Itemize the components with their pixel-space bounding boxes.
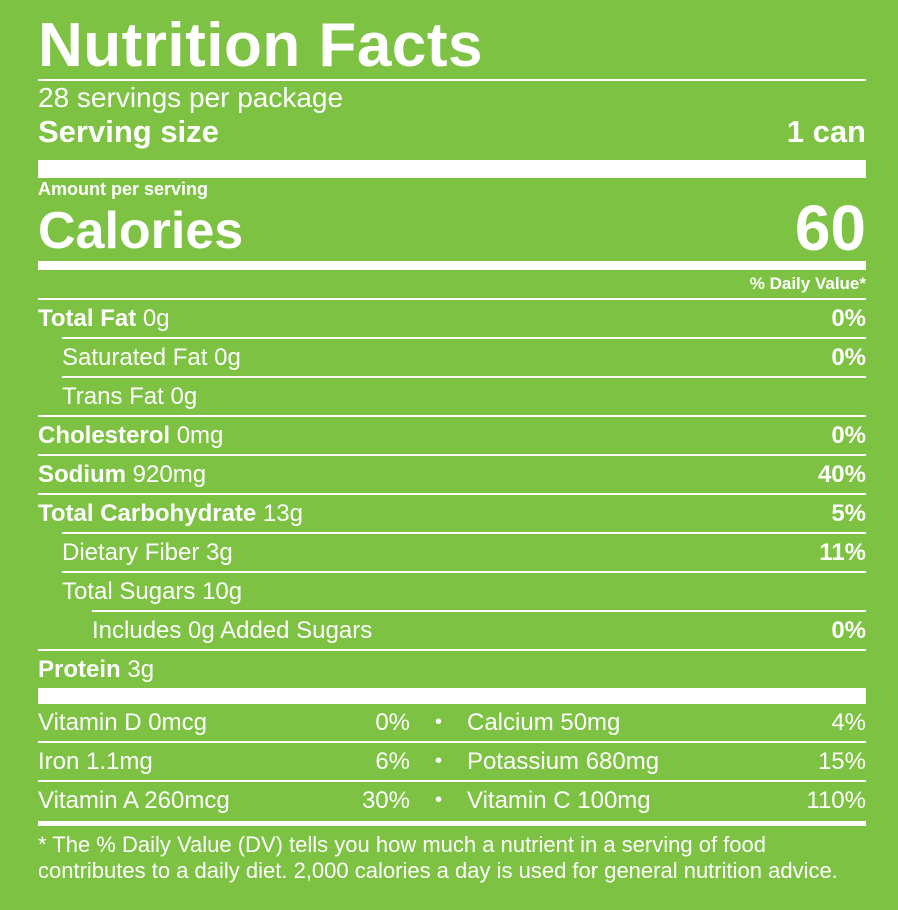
nutrient-dv: 11% xyxy=(819,538,866,566)
bullet-separator: • xyxy=(434,789,442,811)
nutrient-dv: 0% xyxy=(831,343,866,371)
vitamin-row: Vitamin A 260mcg 30% • Vitamin C 100mg 110… xyxy=(38,782,866,819)
nutrient-row-total-sugars: Total Sugars 10g xyxy=(62,571,866,610)
nutrient-row-trans-fat: Trans Fat 0g xyxy=(62,376,866,415)
calories-row: Calories 60 xyxy=(38,192,866,264)
vitamin-label: Calcium 50mg xyxy=(467,708,621,736)
vitamin-row: Vitamin D 0mcg 0% • Calcium 50mg 4% xyxy=(38,704,866,743)
nutrient-row-saturated-fat: Saturated Fat 0g 0% xyxy=(62,337,866,376)
nutrient-name: Total Carbohydrate xyxy=(38,499,257,527)
vitamin-label: Iron 1.1mg xyxy=(38,747,153,775)
nutrient-dv: 40% xyxy=(817,460,866,488)
serving-size-value: 1 can xyxy=(786,114,866,149)
nutrient-name: Sodium xyxy=(38,460,126,488)
nutrient-dv: 0% xyxy=(831,421,866,449)
vitamin-label: Vitamin A 260mcg xyxy=(38,786,230,814)
vitamin-dv: 0% xyxy=(375,708,410,736)
nutrient-amount: 3g xyxy=(206,538,233,566)
nutrient-name: Total Sugars xyxy=(62,577,196,605)
medium-divider xyxy=(38,261,866,270)
label-title: Nutrition Facts xyxy=(38,11,483,80)
vitamin-dv: 15% xyxy=(817,747,866,775)
calories-label: Calories xyxy=(38,202,244,260)
vitamin-dv: 6% xyxy=(375,747,410,775)
nutrient-row-total-fat: Total Fat 0g 0% xyxy=(38,298,866,337)
nutrient-amount: 0mg xyxy=(176,421,224,449)
vitamins-section: Vitamin D 0mcg 0% • Calcium 50mg 4% Iron 1… xyxy=(38,704,866,819)
nutrient-name: Trans Fat xyxy=(62,382,164,410)
vitamin-label: Vitamin D 0mcg xyxy=(38,708,207,736)
vitamin-label: Potassium 680mg xyxy=(467,747,660,775)
nutrient-row-dietary-fiber: Dietary Fiber 3g 11% xyxy=(62,532,866,571)
daily-value-header: % Daily Value* xyxy=(749,274,866,293)
nutrient-dv: 0% xyxy=(831,304,866,332)
nutrient-row-sodium: Sodium 920mg 40% xyxy=(38,454,866,493)
nutrient-row-cholesterol: Cholesterol 0mg 0% xyxy=(38,415,866,454)
nutrient-name: Saturated Fat xyxy=(62,343,208,371)
nutrient-dv: 5% xyxy=(831,499,866,527)
bullet-separator: • xyxy=(434,750,442,772)
nutrient-name: Dietary Fiber xyxy=(62,538,200,566)
nutrient-amount: 920mg xyxy=(132,460,207,488)
nutrient-dv: 0% xyxy=(831,616,866,644)
vitamin-row: Iron 1.1mg 6% • Potassium 680mg 15% xyxy=(38,743,866,782)
nutrient-amount: 3g xyxy=(127,655,155,683)
thick-divider xyxy=(38,160,866,178)
vitamin-label: Vitamin C 100mg xyxy=(467,786,651,814)
nutrient-amount: 0g xyxy=(214,343,241,371)
serving-size-row: Serving size 1 can xyxy=(38,114,866,150)
nutrient-row-added-sugars: Includes 0g Added Sugars 0% xyxy=(92,610,866,649)
footnote-divider xyxy=(38,821,866,826)
nutrient-name: Total Fat xyxy=(38,304,137,332)
divider xyxy=(38,79,866,81)
footnote: * The % Daily Value (DV) tells you how m… xyxy=(38,832,838,883)
vitamin-dv: 30% xyxy=(361,786,410,814)
nutrient-amount: 13g xyxy=(262,499,303,527)
nutrient-name: Includes 0g Added Sugars xyxy=(92,616,373,644)
nutrient-amount: 0g xyxy=(170,382,198,410)
nutrient-amount: 0g xyxy=(142,304,170,332)
servings-per-package: 28 servings per package xyxy=(38,82,344,113)
calories-value: 60 xyxy=(794,192,866,264)
nutrient-name: Cholesterol xyxy=(38,421,171,449)
vitamin-dv: 110% xyxy=(806,786,866,814)
nutrient-name: Protein xyxy=(38,655,121,683)
nutrient-amount: 10g xyxy=(202,577,243,605)
nutrition-facts-label: Nutrition Facts 28 servings per package … xyxy=(38,14,866,884)
nutrient-row-protein: Protein 3g xyxy=(38,649,866,688)
bullet-separator: • xyxy=(434,711,442,733)
serving-size-label: Serving size xyxy=(38,114,219,149)
vitamin-dv: 4% xyxy=(831,708,866,736)
nutrient-row-total-carbohydrate: Total Carbohydrate 13g 5% xyxy=(38,493,866,532)
thick-divider xyxy=(38,688,866,704)
amount-per-serving: Amount per serving xyxy=(38,179,209,199)
